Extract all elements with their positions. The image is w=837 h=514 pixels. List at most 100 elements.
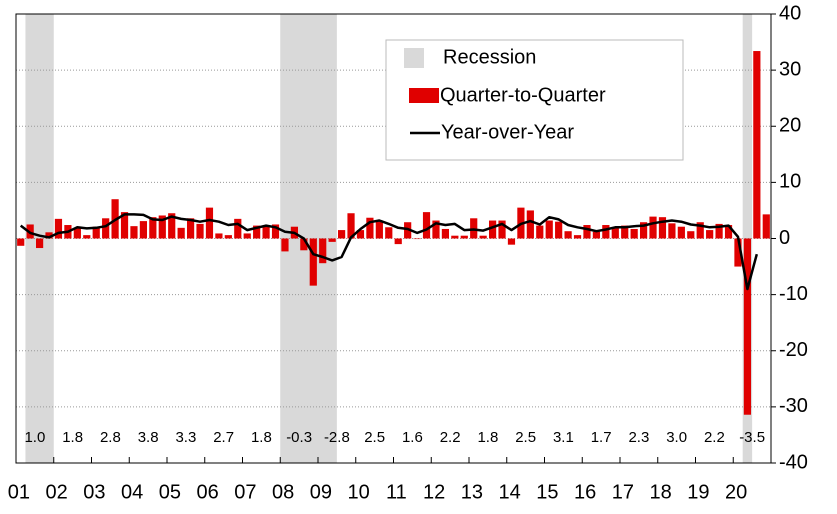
x-tick-label: 09 bbox=[310, 481, 332, 503]
legend-label: Quarter-to-Quarter bbox=[440, 84, 606, 106]
bar bbox=[17, 238, 25, 246]
bar bbox=[687, 231, 695, 239]
annual-label: 2.2 bbox=[704, 429, 725, 446]
bar bbox=[366, 217, 374, 239]
bar bbox=[639, 222, 648, 239]
bar bbox=[602, 225, 610, 239]
bar bbox=[649, 216, 657, 239]
x-tick-label: 11 bbox=[386, 481, 407, 503]
bar bbox=[243, 233, 251, 239]
x-tick-label: 19 bbox=[687, 481, 709, 503]
bar bbox=[149, 217, 157, 239]
bar bbox=[696, 222, 704, 239]
bar bbox=[630, 228, 638, 239]
bar bbox=[281, 238, 289, 252]
annual-label: -3.5 bbox=[739, 429, 765, 446]
annual-label: 3.1 bbox=[553, 429, 574, 446]
x-tick-label: 07 bbox=[234, 481, 256, 503]
bar bbox=[621, 225, 629, 239]
bar bbox=[177, 227, 185, 239]
x-tick-label: 03 bbox=[83, 481, 105, 503]
bar bbox=[385, 227, 393, 239]
annual-label: 1.8 bbox=[251, 429, 272, 446]
legend-label: Year-over-Year bbox=[441, 121, 574, 143]
bar bbox=[224, 235, 232, 239]
bar bbox=[234, 218, 242, 239]
bar bbox=[422, 212, 431, 239]
bar bbox=[573, 235, 582, 239]
y-tick-label: -40 bbox=[779, 451, 808, 473]
bar bbox=[413, 238, 421, 240]
annual-label: 2.3 bbox=[628, 429, 649, 446]
bar bbox=[451, 235, 459, 239]
bar bbox=[73, 228, 81, 239]
y-tick-label: 40 bbox=[779, 2, 801, 24]
bar bbox=[215, 233, 223, 239]
bar bbox=[168, 213, 176, 239]
bar bbox=[498, 220, 506, 239]
annual-label: -0.3 bbox=[286, 429, 312, 446]
bar bbox=[545, 220, 553, 239]
bar bbox=[724, 225, 733, 239]
bar bbox=[45, 232, 53, 239]
annual-label: 2.7 bbox=[213, 429, 234, 446]
x-tick-label: 14 bbox=[498, 481, 520, 503]
bar bbox=[130, 226, 138, 239]
plot-frame bbox=[15, 13, 772, 464]
x-tick-label: 16 bbox=[574, 481, 596, 503]
bar bbox=[715, 223, 723, 239]
bar bbox=[564, 231, 572, 239]
bar bbox=[262, 226, 270, 239]
bar bbox=[460, 235, 468, 239]
annual-label: 1.8 bbox=[477, 429, 498, 446]
bar bbox=[120, 212, 129, 239]
x-tick-label: 17 bbox=[612, 481, 634, 503]
annual-label: -2.8 bbox=[324, 429, 350, 446]
x-tick-label: 12 bbox=[423, 481, 445, 503]
x-tick-label: 01 bbox=[8, 481, 30, 503]
x-tick-label: 18 bbox=[649, 481, 671, 503]
legend: Recession Quarter-to-Quarter Year-over-Yea… bbox=[385, 39, 684, 161]
annual-label: 3.3 bbox=[175, 429, 196, 446]
y-tick-label: 10 bbox=[779, 171, 801, 193]
annual-label: 1.6 bbox=[402, 429, 423, 446]
y-tick-label: 20 bbox=[779, 115, 801, 137]
bar bbox=[309, 238, 317, 286]
bar bbox=[102, 218, 110, 239]
y-tick-label: -30 bbox=[779, 395, 808, 417]
annual-label: 1.0 bbox=[24, 429, 45, 446]
annual-label: 1.7 bbox=[591, 429, 612, 446]
annual-label: 2.2 bbox=[440, 429, 461, 446]
bar bbox=[404, 222, 412, 239]
annual-label: 3.0 bbox=[666, 429, 687, 446]
bar bbox=[706, 230, 714, 239]
bar bbox=[526, 210, 534, 239]
bar bbox=[54, 218, 63, 239]
bar bbox=[668, 223, 676, 239]
bar bbox=[196, 223, 204, 239]
bar bbox=[35, 238, 44, 249]
bar bbox=[394, 238, 402, 245]
bar bbox=[375, 221, 383, 239]
bar bbox=[536, 225, 544, 239]
x-tick-label: 10 bbox=[347, 481, 369, 503]
bar bbox=[83, 235, 91, 239]
x-tick-label: 20 bbox=[725, 481, 747, 503]
bar bbox=[186, 218, 195, 239]
annual-label: 2.5 bbox=[515, 429, 536, 446]
x-tick-label: 08 bbox=[272, 481, 294, 503]
x-tick-label: 13 bbox=[461, 481, 483, 503]
x-tick-label: 15 bbox=[536, 481, 558, 503]
bar bbox=[583, 225, 591, 239]
legend-label: Recession bbox=[443, 46, 536, 68]
bar bbox=[677, 226, 685, 239]
annual-label: 3.8 bbox=[138, 429, 159, 446]
bar bbox=[337, 230, 346, 239]
x-tick-label: 04 bbox=[121, 481, 143, 503]
bar bbox=[92, 226, 100, 239]
bar bbox=[319, 238, 327, 264]
bar bbox=[488, 220, 497, 239]
x-tick-label: 06 bbox=[196, 481, 218, 503]
bar bbox=[347, 213, 355, 239]
